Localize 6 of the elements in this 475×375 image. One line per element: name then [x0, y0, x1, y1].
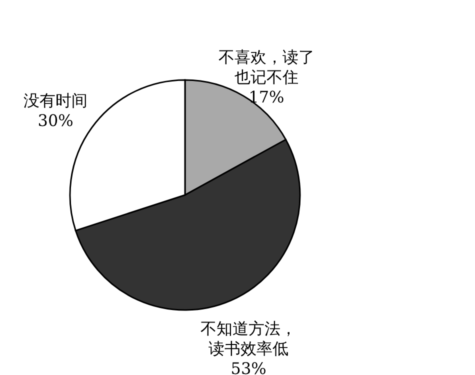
slice-label: 不喜欢，读了也记不住 [218, 47, 314, 86]
slice-label: 没有时间 [24, 90, 88, 110]
data-label: 53% [230, 359, 266, 375]
data-label: 30% [38, 110, 74, 130]
data-label: 17% [248, 87, 284, 106]
slice-label: 不知道方法，读书效率低 [200, 319, 297, 358]
